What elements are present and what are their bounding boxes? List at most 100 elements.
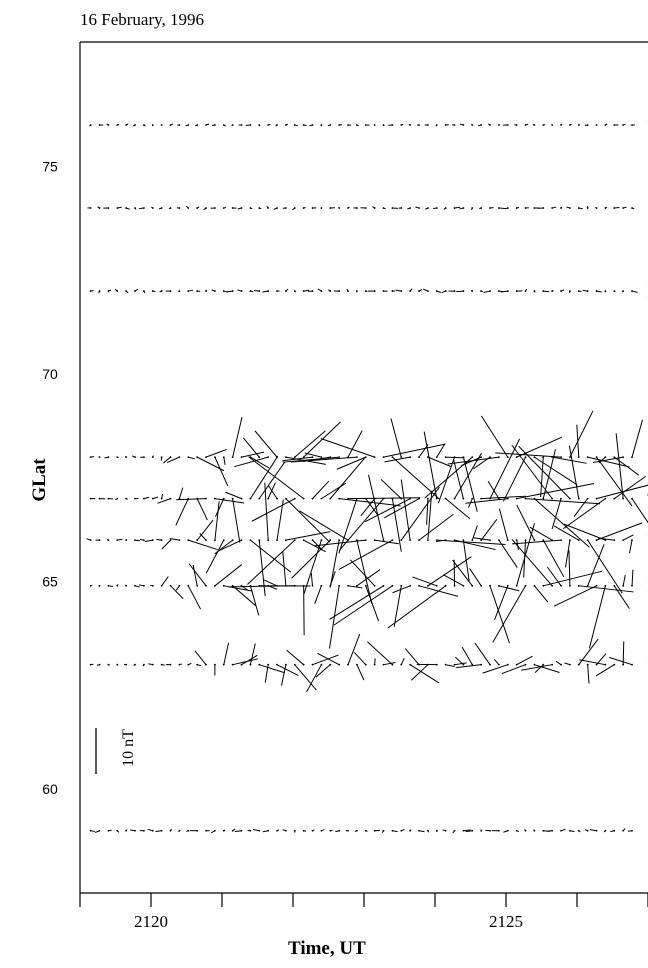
vector-origin: [631, 207, 633, 209]
vector-pel: [264, 664, 269, 683]
vector-origin: [169, 207, 172, 209]
vector-origin: [551, 290, 554, 292]
vector-mas: [480, 519, 498, 541]
vector-sor: [631, 419, 644, 458]
vector-origin: [524, 497, 527, 500]
vector-origin: [435, 207, 438, 209]
vector-sor: [437, 456, 455, 504]
vector-sor: [250, 456, 270, 469]
vector-tro: [248, 456, 304, 500]
vector-origin: [418, 497, 420, 500]
vector-origin: [338, 497, 341, 500]
vector-origin: [214, 124, 216, 126]
vector-origin: [418, 829, 420, 832]
vector-origin: [267, 829, 270, 832]
vector-origin: [134, 663, 136, 666]
vector-origin: [178, 290, 181, 292]
vector-muo: [452, 559, 473, 587]
vector-origin: [214, 829, 216, 832]
vector-origin: [205, 124, 207, 126]
vector-origin: [187, 539, 190, 542]
vector-origin: [551, 584, 554, 587]
vector-origin: [258, 663, 261, 666]
vector-origin: [151, 829, 154, 832]
vector-origin: [364, 829, 367, 832]
vector-origin: [329, 290, 332, 292]
vector-mas: [214, 539, 233, 555]
vector-origin: [89, 124, 92, 126]
vector-mas: [498, 539, 518, 568]
vector-origin: [604, 207, 607, 209]
vector-origin: [240, 497, 243, 500]
vector-origin: [89, 456, 92, 459]
vector-origin: [480, 124, 483, 126]
vector-muo: [232, 585, 257, 607]
vector-muo: [228, 585, 295, 588]
vector-origin: [169, 663, 172, 666]
vector-origin: [364, 539, 367, 542]
vector-origin: [169, 124, 172, 126]
vector-origin: [533, 539, 536, 542]
vector-origin: [116, 829, 119, 832]
vector-sor: [223, 457, 226, 466]
vector-origin: [205, 539, 207, 542]
vector-origin: [293, 456, 296, 459]
vector-tro: [551, 498, 562, 530]
y-tick-label: 60: [42, 781, 58, 797]
vector-origin: [453, 207, 456, 209]
vector-origin: [231, 539, 234, 542]
vector-origin: [498, 290, 500, 292]
vector-origin: [107, 124, 110, 126]
vector-origin: [187, 829, 190, 832]
vector-pel: [223, 642, 230, 665]
vector-origin: [311, 124, 314, 126]
vector-origin: [471, 207, 474, 209]
vector-pel: [454, 656, 464, 666]
vector-pel: [474, 642, 491, 665]
vector-origin: [542, 663, 545, 666]
vector-origin: [471, 663, 474, 666]
vector-sor: [254, 430, 278, 458]
vector-origin: [506, 539, 509, 542]
vector-origin: [160, 124, 163, 126]
vector-origin: [320, 539, 323, 542]
vector-muo: [188, 563, 207, 587]
vector-origin: [151, 663, 154, 666]
vector-muo: [498, 585, 520, 592]
vector-pel: [501, 664, 526, 674]
vector-mas: [563, 523, 606, 541]
vector-origin: [506, 207, 509, 209]
vector-origin: [622, 539, 625, 542]
vector-muo: [347, 585, 363, 589]
vector-origin: [320, 663, 323, 666]
vector-origin: [258, 207, 261, 209]
vector-layer: [86, 123, 648, 834]
vector-origin: [462, 124, 465, 126]
vector-origin: [285, 539, 287, 542]
vector-origin: [569, 584, 571, 587]
vector-origin: [116, 539, 119, 542]
vector-origin: [427, 539, 429, 542]
vector-origin: [356, 829, 358, 832]
vector-origin: [356, 456, 358, 459]
vector-mas: [587, 539, 623, 594]
vector-muo: [427, 556, 472, 587]
vector-origin: [205, 584, 207, 587]
vector-origin: [453, 539, 456, 542]
vector-origin: [400, 829, 403, 832]
vector-origin: [542, 290, 545, 292]
vector-origin: [143, 124, 145, 126]
vector-sor: [336, 456, 366, 470]
vector-origin: [178, 829, 181, 832]
vector-origin: [382, 456, 385, 459]
vector-sor: [291, 456, 357, 463]
vector-origin: [480, 539, 483, 542]
vector-origin: [293, 497, 296, 500]
vector-origin: [196, 456, 199, 459]
vector-origin: [409, 539, 412, 542]
vector-origin: [595, 207, 598, 209]
vector-origin: [631, 663, 633, 666]
vector-origin: [577, 663, 580, 666]
vector-origin: [577, 124, 580, 126]
vector-origin: [533, 124, 536, 126]
